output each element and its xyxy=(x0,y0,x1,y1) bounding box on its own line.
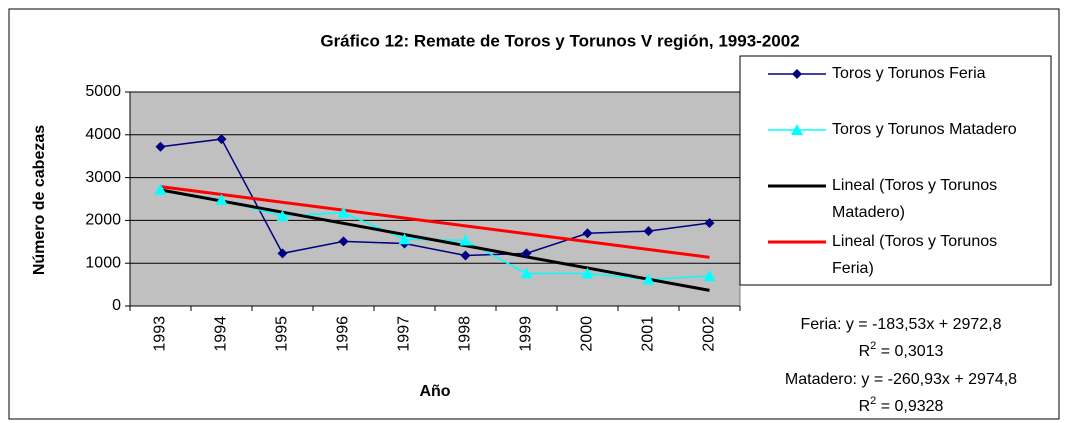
trend-line xyxy=(160,185,710,259)
x-axis-label: Año xyxy=(419,383,450,400)
data-point xyxy=(643,226,654,237)
r2-part: 2 xyxy=(870,340,876,352)
x-tick-label: 1995 xyxy=(274,316,291,352)
x-tick-label: 1999 xyxy=(518,316,535,352)
legend-label: Toros y Torunos Feria xyxy=(832,65,986,82)
data-point xyxy=(581,267,594,279)
x-tick-label: 1993 xyxy=(152,316,169,352)
data-point xyxy=(459,234,472,246)
x-tick-label: 2001 xyxy=(640,316,657,352)
data-point xyxy=(398,233,411,245)
r2-part: = 0,3013 xyxy=(876,343,943,360)
y-axis-label: Número de cabezas xyxy=(31,125,48,275)
data-point xyxy=(276,210,289,222)
y-tick-label: 1000 xyxy=(85,254,121,271)
x-tick-label: 2000 xyxy=(579,316,596,352)
data-point xyxy=(154,183,167,195)
r2-part: = 0,9328 xyxy=(876,398,943,415)
data-point xyxy=(215,193,228,205)
data-point xyxy=(520,267,533,279)
r2-part: R xyxy=(859,343,871,360)
x-tick-label: 1996 xyxy=(335,316,352,352)
r2-part: R xyxy=(859,398,871,415)
trend-equation: Matadero: y = -260,93x + 2974,8 xyxy=(785,371,1017,388)
r2-part: 2 xyxy=(870,395,876,407)
x-tick-label: 1997 xyxy=(396,316,413,352)
data-point xyxy=(338,236,349,247)
y-tick-label: 3000 xyxy=(85,169,121,186)
x-tick-label: 2002 xyxy=(701,316,718,352)
data-point xyxy=(703,270,716,282)
y-tick-label: 2000 xyxy=(85,212,121,229)
y-tick-label: 0 xyxy=(112,297,121,314)
data-point xyxy=(791,124,803,135)
y-tick-label: 5000 xyxy=(85,83,121,100)
legend-label: Lineal (Toros y Torunos Feria) xyxy=(832,233,1002,277)
chart-title: Gráfico 12: Remate de Toros y Torunos V … xyxy=(320,31,799,50)
data-point xyxy=(155,141,166,152)
data-point xyxy=(277,248,288,259)
data-point xyxy=(642,273,655,285)
x-tick-label: 1998 xyxy=(457,316,474,352)
data-point xyxy=(582,228,593,239)
trend-line xyxy=(160,188,710,292)
legend-box xyxy=(739,55,1052,286)
trend-equation: Feria: y = -183,53x + 2972,8 xyxy=(800,316,1001,333)
trend-r2: R2 = 0,3013 xyxy=(859,340,944,360)
legend-label: Toros y Torunos Matadero xyxy=(832,121,1017,138)
series-line xyxy=(160,138,710,257)
trend-r2: R2 = 0,9328 xyxy=(859,395,944,415)
data-point xyxy=(792,69,802,79)
data-point xyxy=(460,250,471,261)
data-point xyxy=(704,217,715,228)
legend-label: Lineal (Toros y Torunos Matadero) xyxy=(832,177,1002,221)
data-point xyxy=(337,206,350,218)
plot-area xyxy=(129,91,741,307)
y-tick-label: 4000 xyxy=(85,126,121,143)
x-tick-label: 1994 xyxy=(213,316,230,352)
data-point xyxy=(216,134,227,145)
data-point xyxy=(521,248,532,259)
